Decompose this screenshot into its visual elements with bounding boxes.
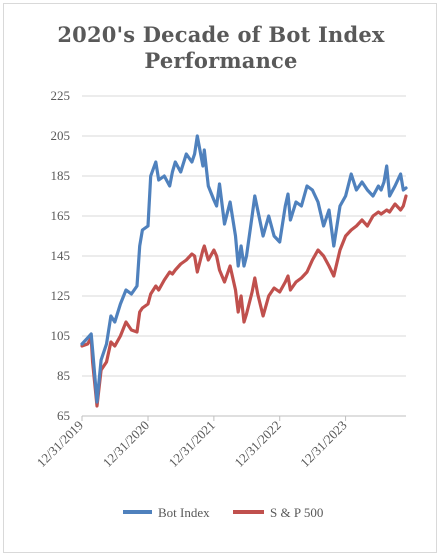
series-line-bot-index xyxy=(80,134,408,404)
y-tick-label-125: 125 xyxy=(51,288,71,303)
legend-label-sp500: S & P 500 xyxy=(270,505,323,520)
x-tick-label-0: 12/31/2019 xyxy=(34,418,86,470)
y-tick-label-185: 185 xyxy=(51,168,71,183)
y-axis: 65 85 105 125 145 165 185 205 225 xyxy=(51,88,71,423)
series-line-sp500 xyxy=(80,194,408,408)
x-tick-label-1: 12/31/2020 xyxy=(100,418,152,470)
x-tick-label-4: 12/31/2023 xyxy=(297,418,349,470)
chart-title-line-1: 2020's Decade of Bot Index xyxy=(57,22,385,47)
x-tick-label-2: 12/31/2021 xyxy=(166,418,218,470)
y-tick-label-105: 105 xyxy=(51,328,71,343)
y-tick-label-225: 225 xyxy=(51,88,71,103)
chart-frame xyxy=(3,3,437,553)
y-tick-label-85: 85 xyxy=(57,368,70,383)
x-tick-label-3: 12/31/2022 xyxy=(231,418,283,470)
legend-label-bot-index: Bot Index xyxy=(158,505,210,520)
legend: Bot Index S & P 500 xyxy=(123,505,323,520)
y-tick-label-205: 205 xyxy=(51,128,71,143)
chart-title-line-2: Performance xyxy=(144,48,298,73)
x-axis: 12/31/2019 12/31/2020 12/31/2021 12/31/2022… xyxy=(34,415,406,470)
y-tick-label-65: 65 xyxy=(57,408,70,423)
y-tick-label-165: 165 xyxy=(51,208,71,223)
chart-title: 2020's Decade of Bot Index Performance xyxy=(0,22,442,74)
y-tick-label-145: 145 xyxy=(51,248,71,263)
series-lines xyxy=(80,134,408,408)
